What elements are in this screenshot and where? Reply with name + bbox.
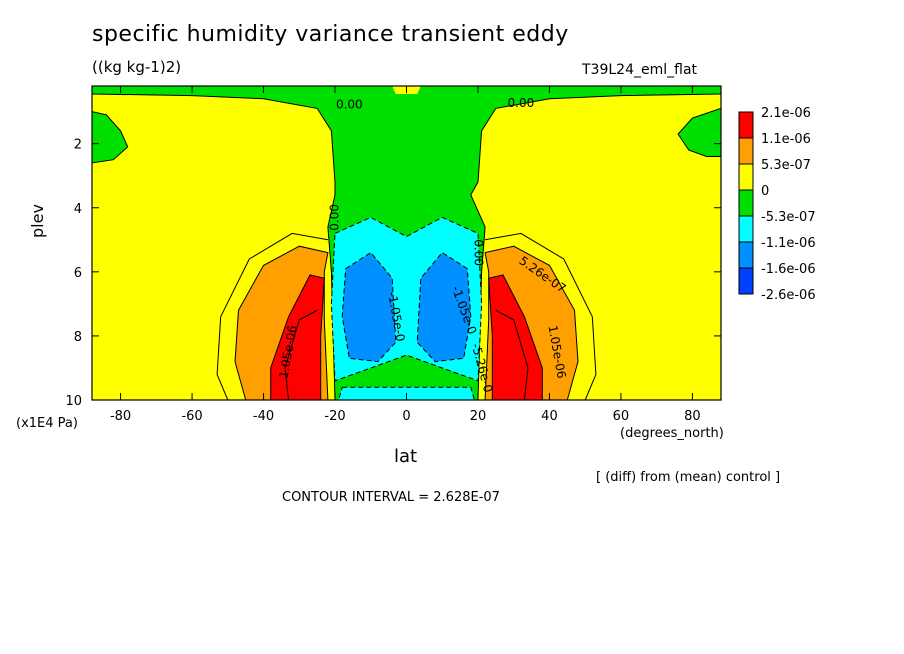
x-axis-label: lat xyxy=(394,446,418,467)
colorbar-label: 2.1e-06 xyxy=(761,106,811,121)
x-tick-label: 20 xyxy=(470,409,487,424)
colorbar-swatch xyxy=(738,111,754,139)
diff-note: [ (diff) from (mean) control ] xyxy=(596,470,781,485)
contour-line-inner-L xyxy=(284,309,318,400)
colorbar-swatch xyxy=(738,215,754,243)
y-tick-label: 2 xyxy=(74,138,82,153)
x-tick-label: -80 xyxy=(110,409,131,424)
run-label: T39L24_eml_flat xyxy=(582,62,698,78)
colorbar-swatch xyxy=(738,241,754,269)
x-tick-label: 60 xyxy=(613,409,630,424)
colorbar-label: -1.1e-06 xyxy=(761,236,816,251)
x-axis: -80 -60 -40 -20 0 20 40 60 80 xyxy=(110,86,701,424)
colorbar-label: 1.1e-06 xyxy=(761,132,811,147)
contour-interval: CONTOUR INTERVAL = 2.628E-07 xyxy=(282,490,500,505)
colorbar-swatch xyxy=(738,189,754,217)
field-red-lobe-R xyxy=(488,274,543,400)
y-axis-units: (x1E4 Pa) xyxy=(16,416,78,431)
contour-line-inner-R xyxy=(495,309,529,400)
colorbar-label: 0 xyxy=(761,184,769,199)
colorbar-swatch xyxy=(738,267,754,295)
colorbar-label: -5.3e-07 xyxy=(761,210,816,225)
chart-title: specific humidity variance transient edd… xyxy=(92,22,569,47)
x-tick-label: -60 xyxy=(181,409,202,424)
colorbar-swatch xyxy=(738,163,754,191)
colorbar-label: 5.3e-07 xyxy=(761,158,811,173)
field-red-lobe-L xyxy=(270,274,325,400)
y-tick-label: 8 xyxy=(74,330,82,345)
contour-fields xyxy=(92,86,721,400)
y-tick-label: 4 xyxy=(74,202,82,217)
x-tick-label: 0 xyxy=(402,409,410,424)
colorbar-label: -2.6e-06 xyxy=(761,288,816,303)
y-tick-label: 10 xyxy=(65,394,82,409)
x-tick-label: -40 xyxy=(253,409,274,424)
contour-label: 0.00 xyxy=(508,96,535,110)
contour-label: 0.00 xyxy=(471,239,485,266)
y-tick-label: 6 xyxy=(74,266,82,281)
contour-line-outer-L xyxy=(216,232,328,400)
contour-label: 0.00 xyxy=(328,204,342,231)
x-tick-label: 40 xyxy=(541,409,558,424)
x-tick-label: 80 xyxy=(684,409,701,424)
x-axis-units: (degrees_north) xyxy=(620,426,724,441)
contour-line-outer-R xyxy=(485,232,597,400)
colorbar-label: -1.6e-06 xyxy=(761,262,816,277)
field-green-right-edge xyxy=(677,107,721,157)
y-axis: 2 4 6 8 10 xyxy=(65,138,721,409)
chart-units: ((kg kg-1)2) xyxy=(92,58,182,76)
contour-label: 0.00 xyxy=(336,98,363,112)
x-tick-label: -20 xyxy=(324,409,345,424)
field-green-left-edge xyxy=(92,111,129,164)
colorbar-legend: 2.1e-06 1.1e-06 5.3e-07 0 -5.3e-07 -1.1e-06 -1… xyxy=(738,106,816,303)
field-blue-core-R xyxy=(416,251,472,363)
field-blue-core-L xyxy=(341,251,397,363)
colorbar-swatch xyxy=(738,137,754,165)
